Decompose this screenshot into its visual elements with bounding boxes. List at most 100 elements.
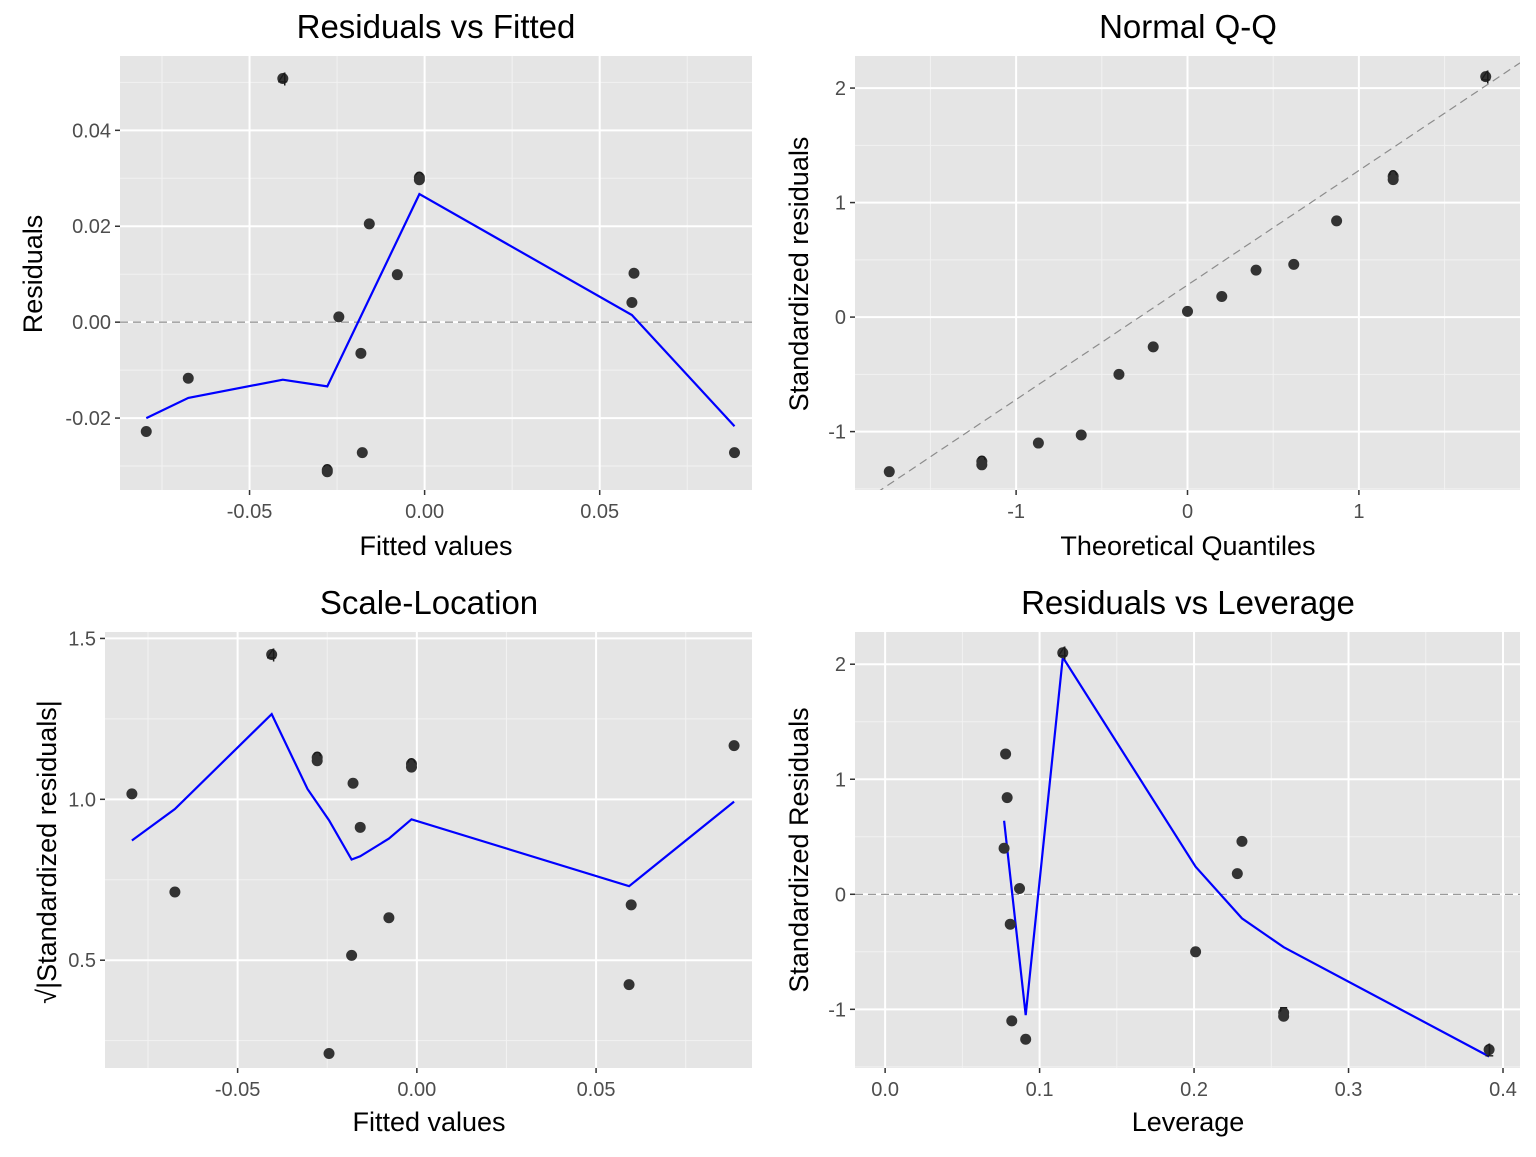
data-point bbox=[1250, 264, 1262, 276]
data-point bbox=[323, 1048, 335, 1060]
data-point bbox=[1020, 1033, 1032, 1045]
data-point bbox=[626, 296, 638, 308]
x-tick-label: 0.0 bbox=[871, 1079, 899, 1101]
data-point bbox=[1278, 1010, 1290, 1022]
y-tick-label: 0 bbox=[835, 307, 846, 329]
data-point bbox=[356, 447, 368, 459]
x-tick-label: 0.05 bbox=[577, 1079, 616, 1101]
y-tick-label: 2 bbox=[835, 654, 846, 676]
x-tick-label: 0.3 bbox=[1335, 1079, 1363, 1101]
y-axis-title: Residuals bbox=[18, 215, 48, 334]
y-tick-label: 0.00 bbox=[72, 312, 111, 334]
data-point bbox=[355, 347, 367, 359]
data-point bbox=[1006, 1015, 1018, 1027]
y-tick-label: 0.04 bbox=[72, 120, 111, 142]
x-tick-label: -0.05 bbox=[215, 1079, 261, 1101]
data-point bbox=[413, 174, 425, 186]
x-tick-label: 0.00 bbox=[405, 501, 444, 523]
panel-title: Residuals vs Fitted bbox=[297, 8, 576, 45]
data-point bbox=[391, 269, 403, 281]
data-point bbox=[728, 740, 740, 752]
panel-background bbox=[120, 56, 752, 490]
data-point bbox=[311, 755, 323, 767]
residuals-vs-fitted-panel: Residuals vs Fitted Fitted values Residu… bbox=[18, 8, 752, 561]
x-tick-label: 0.1 bbox=[1026, 1079, 1054, 1101]
data-point bbox=[1014, 883, 1026, 895]
y-tick-label: 1 bbox=[835, 193, 846, 215]
x-axis-title: Leverage bbox=[1132, 1107, 1245, 1137]
y-tick-label: 0.5 bbox=[68, 950, 96, 972]
point-label: 4 bbox=[1058, 644, 1068, 664]
y-tick-label: -1 bbox=[828, 422, 846, 444]
data-point bbox=[405, 761, 417, 773]
data-point bbox=[976, 459, 988, 471]
data-point bbox=[1075, 429, 1087, 441]
data-point bbox=[1387, 174, 1399, 186]
y-axis-title: √|Standardized residuals| bbox=[32, 700, 62, 1004]
data-point bbox=[266, 649, 278, 661]
scale-location-panel: Scale-Location Fitted values √|Standardi… bbox=[32, 584, 752, 1137]
x-tick-label: -0.05 bbox=[227, 501, 273, 523]
y-axis-title: Standardized Residuals bbox=[784, 707, 814, 992]
data-point bbox=[333, 311, 345, 323]
normal-qq-panel: Normal Q-Q Theoretical Quantiles Standar… bbox=[784, 8, 1520, 561]
data-point bbox=[277, 73, 289, 85]
y-tick-label: 2 bbox=[835, 78, 846, 100]
y-tick-label: 1.0 bbox=[68, 789, 96, 811]
smooth-line bbox=[145, 192, 736, 427]
y-tick-label: 0.02 bbox=[72, 216, 111, 238]
y-tick-label: -0.02 bbox=[65, 408, 111, 430]
data-point bbox=[347, 777, 359, 789]
smooth-line bbox=[131, 712, 735, 888]
panel-background bbox=[855, 632, 1520, 1068]
data-point bbox=[182, 372, 194, 384]
x-tick-label: 0 bbox=[1182, 501, 1193, 523]
data-point bbox=[1057, 647, 1069, 659]
data-point bbox=[1182, 305, 1193, 317]
panel-background bbox=[105, 632, 752, 1068]
point-label: 4 bbox=[1481, 68, 1491, 88]
data-point bbox=[126, 788, 138, 800]
y-tick-label: 1 bbox=[835, 769, 846, 791]
data-point bbox=[346, 949, 358, 961]
panel-title: Normal Q-Q bbox=[1099, 8, 1277, 45]
data-point bbox=[354, 821, 366, 833]
smooth-line bbox=[1003, 654, 1490, 1058]
data-point bbox=[1288, 258, 1300, 270]
data-point bbox=[1032, 437, 1044, 449]
data-point bbox=[1231, 868, 1243, 880]
data-point bbox=[1480, 71, 1492, 83]
data-point bbox=[883, 466, 895, 478]
data-point bbox=[728, 447, 740, 459]
data-point bbox=[169, 886, 181, 898]
data-point bbox=[1001, 792, 1013, 804]
data-point bbox=[1483, 1044, 1495, 1056]
x-axis-title: Fitted values bbox=[359, 531, 512, 561]
x-tick-label: 1 bbox=[1353, 501, 1364, 523]
y-axis-title: Standardized residuals bbox=[784, 137, 814, 412]
data-point bbox=[1113, 368, 1125, 380]
data-point bbox=[1000, 748, 1012, 760]
y-tick-label: -1 bbox=[828, 999, 846, 1021]
data-point bbox=[140, 425, 152, 437]
residuals-vs-leverage-panel: Residuals vs Leverage Leverage Standardi… bbox=[784, 584, 1520, 1137]
data-point bbox=[363, 218, 375, 230]
data-point bbox=[321, 466, 333, 478]
panel-title: Scale-Location bbox=[320, 584, 538, 621]
x-tick-label: 0.00 bbox=[397, 1079, 436, 1101]
data-point bbox=[1216, 290, 1228, 302]
panel-title: Residuals vs Leverage bbox=[1021, 584, 1355, 621]
qq-reference-line bbox=[879, 62, 1520, 490]
y-tick-label: 1.5 bbox=[68, 628, 96, 650]
x-tick-label: 0.4 bbox=[1489, 1079, 1517, 1101]
data-point bbox=[625, 899, 637, 911]
data-point bbox=[1147, 341, 1159, 353]
data-point bbox=[1331, 215, 1343, 227]
data-point bbox=[623, 979, 635, 991]
x-axis-title: Fitted values bbox=[352, 1107, 505, 1137]
data-point bbox=[1236, 835, 1248, 847]
data-point bbox=[1190, 946, 1202, 958]
data-point bbox=[383, 912, 395, 924]
